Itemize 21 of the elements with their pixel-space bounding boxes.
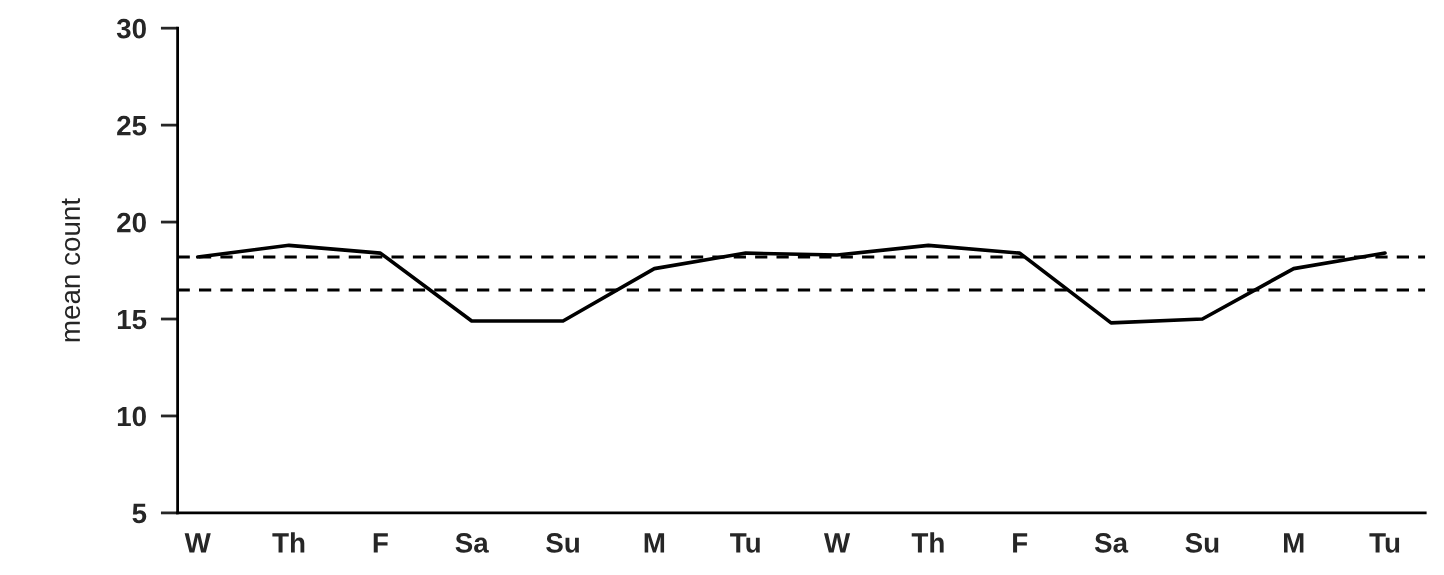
x-tick-label: Su [546,533,579,553]
x-tick-label: F [1013,533,1028,553]
x-tick-label: F [373,533,388,553]
x-tick-label: Th [272,532,305,553]
x-tick-label: Tu [1369,533,1400,553]
x-tick-label: Sa [455,533,489,553]
x-tick-label: M [644,533,665,553]
y-tick-label: 20 [117,212,146,233]
x-tick-label: Tu [730,533,760,553]
y-tick-label: 10 [117,406,146,427]
x-tick-label: Su [1185,533,1219,553]
x-tick-label: W [184,533,211,553]
y-tick-label: 30 [116,18,146,39]
x-tick-label: Sa [1094,533,1129,553]
y-tick-label: 25 [117,115,147,136]
y-tick-label: 5 [132,503,147,524]
y-tick-label: 15 [117,309,147,330]
x-tick-label: W [823,533,851,553]
x-tick-label: M [1284,533,1304,553]
x-tick-label: Th [911,532,944,553]
y-axis-title: mean count [61,198,81,342]
